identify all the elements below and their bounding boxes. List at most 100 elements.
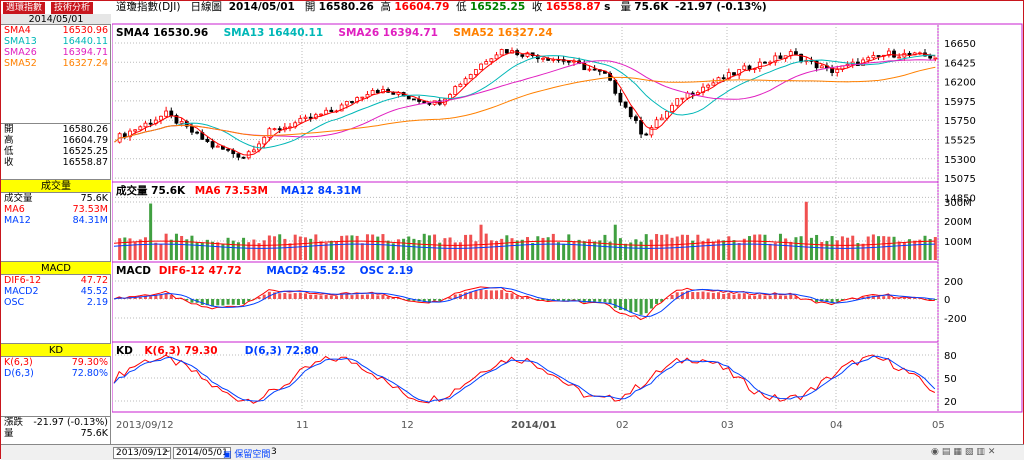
- keep-space-value[interactable]: 3: [271, 447, 277, 457]
- volume-bar: [381, 234, 384, 260]
- volume-bar: [118, 238, 121, 260]
- volume-bar: [283, 239, 286, 260]
- volume-bar: [769, 244, 772, 260]
- price-candle: [758, 62, 761, 68]
- volume-bar: [278, 234, 281, 260]
- volume-bar: [211, 242, 214, 260]
- y-tick-label: 300M: [944, 198, 972, 209]
- price-candle: [836, 69, 839, 72]
- macd-header: MACD: [1, 262, 111, 275]
- x-axis-label: 04: [830, 420, 843, 431]
- macd-osc-bar: [707, 292, 710, 299]
- price-candle: [665, 111, 668, 118]
- macd-osc-bar: [221, 299, 224, 305]
- price-candle: [681, 98, 684, 99]
- price-candle: [480, 64, 483, 70]
- volume-bar: [490, 240, 493, 260]
- volume-bar: [650, 240, 653, 260]
- volume-bar: [531, 243, 534, 260]
- macd-osc-bar: [671, 295, 674, 299]
- macd-osc-bar: [495, 290, 498, 299]
- price-candle: [629, 107, 632, 116]
- tab-index[interactable]: 週環指數: [3, 2, 45, 14]
- volume-bar: [412, 239, 415, 260]
- y-tick-label: 16650: [944, 39, 976, 50]
- pane-legend-macd: DIF6-12 47.72: [159, 265, 242, 277]
- volume-bar: [918, 240, 921, 260]
- y-tick-label: 16200: [944, 78, 976, 89]
- volume-bar: [469, 235, 472, 260]
- price-candle: [149, 123, 152, 124]
- macd-osc-bar: [887, 295, 890, 299]
- volume-bar: [304, 237, 307, 260]
- pane-legend-volume: MA6 73.53M: [195, 185, 268, 197]
- volume-bar: [733, 240, 736, 260]
- tab-technical[interactable]: 技術分析: [51, 2, 93, 14]
- volume-bar: [887, 237, 890, 260]
- volume-bar: [536, 236, 539, 260]
- macd-osc-bar: [717, 292, 720, 299]
- volume-bar: [753, 235, 756, 260]
- volume-bar: [340, 236, 343, 260]
- pane-legend-price: SMA4 16530.96: [116, 27, 208, 39]
- price-candle: [263, 137, 266, 144]
- y-tick-label: 100M: [944, 237, 972, 248]
- price-candle: [170, 111, 173, 116]
- price-candle: [505, 49, 508, 53]
- price-candle: [624, 102, 627, 107]
- volume-bar: [552, 234, 555, 260]
- macd-osc-bar: [242, 299, 245, 304]
- volume-bar: [387, 241, 390, 260]
- price-candle: [304, 117, 307, 118]
- price-candle: [252, 150, 255, 152]
- volume-bar: [738, 243, 741, 260]
- volume-bar: [289, 243, 292, 260]
- volume-bar: [779, 234, 782, 260]
- price-candle: [216, 146, 219, 147]
- macd-osc-bar: [433, 299, 436, 300]
- toolbar-icons[interactable]: ◉▤▦▧▥✕: [931, 447, 998, 457]
- volume-bar: [175, 234, 178, 260]
- volume-header: 成交量: [1, 180, 111, 193]
- price-candle: [459, 84, 462, 86]
- volume-bar: [836, 240, 839, 260]
- macd-osc-bar: [696, 292, 699, 299]
- volume-bar: [139, 239, 142, 260]
- macd-osc-bar: [474, 291, 477, 299]
- macd-osc-bar: [299, 293, 302, 299]
- macd-osc-bar: [779, 296, 782, 299]
- macd-osc-bar: [572, 299, 575, 300]
- volume-bar: [676, 236, 679, 260]
- price-candle: [211, 142, 214, 148]
- macd-osc-bar: [356, 294, 359, 299]
- bottom-toolbar: 2013/09/12 ~ 2014/05/01 ▣ 保留空間 3 ◉▤▦▧▥✕: [1, 444, 1024, 460]
- volume-bar: [727, 236, 730, 260]
- macd-osc-bar: [154, 295, 157, 299]
- keep-space-toggle[interactable]: ▣ 保留空間: [223, 447, 270, 460]
- macd-osc-bar: [758, 294, 761, 299]
- macd-osc-bar: [774, 294, 777, 299]
- macd-osc-bar: [882, 296, 885, 299]
- price-ma-line: [115, 67, 936, 142]
- volume-bar: [376, 237, 379, 260]
- price-candle: [371, 90, 374, 94]
- macd-osc-bar: [640, 299, 643, 315]
- volume-bar: [511, 238, 514, 260]
- volume-bar: [314, 234, 317, 260]
- macd-osc-bar: [330, 296, 333, 299]
- volume-bar: [660, 235, 663, 260]
- pane-legend-kd: K(6,3) 79.30: [144, 345, 217, 357]
- price-candle: [159, 116, 162, 120]
- volume-bar: [232, 241, 235, 260]
- y-tick-label: 15075: [944, 174, 976, 185]
- y-tick-label: 0: [944, 295, 950, 306]
- macd-osc-bar: [702, 292, 705, 299]
- volume-bar: [882, 236, 885, 260]
